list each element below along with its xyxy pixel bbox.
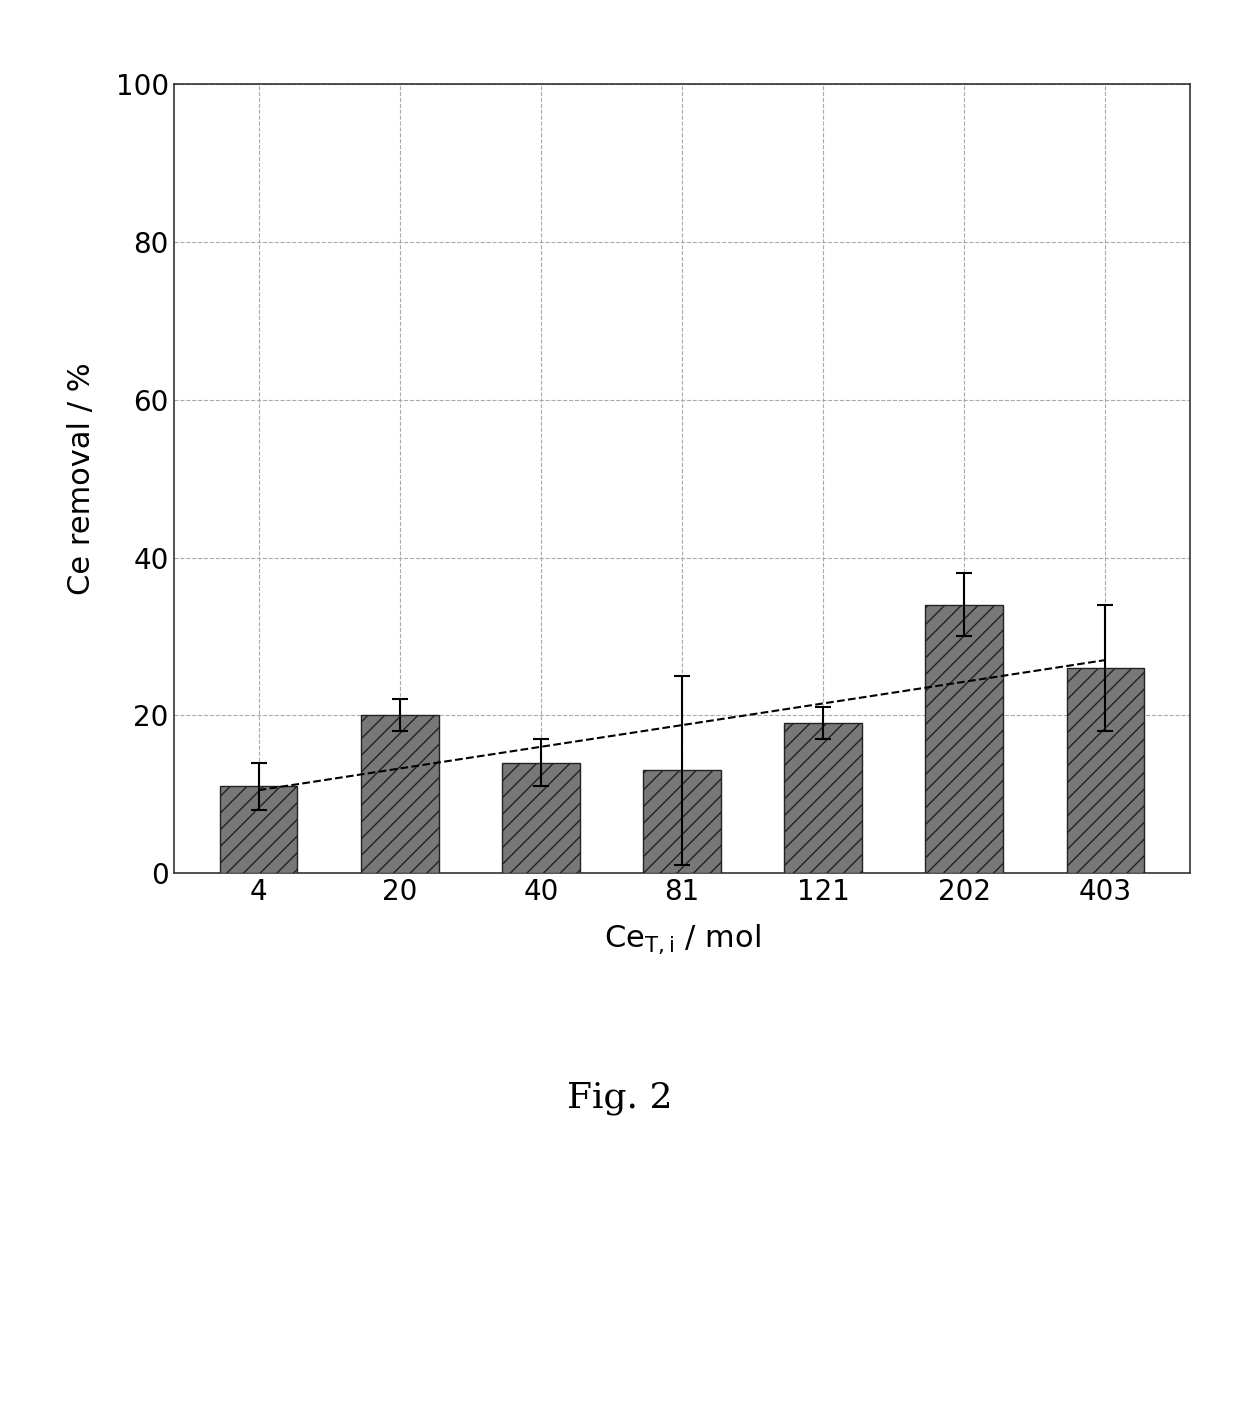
Bar xyxy=(502,763,579,873)
Bar xyxy=(785,724,862,873)
X-axis label: Ce$_\mathrm{T,i}$ / mol: Ce$_\mathrm{T,i}$ / mol xyxy=(604,922,760,956)
Bar xyxy=(644,770,720,873)
Bar xyxy=(361,715,439,873)
Bar xyxy=(925,605,1003,873)
Text: Fig. 2: Fig. 2 xyxy=(567,1081,673,1115)
Y-axis label: Ce removal / %: Ce removal / % xyxy=(67,362,97,596)
Bar xyxy=(1066,667,1145,873)
Bar xyxy=(219,786,298,873)
